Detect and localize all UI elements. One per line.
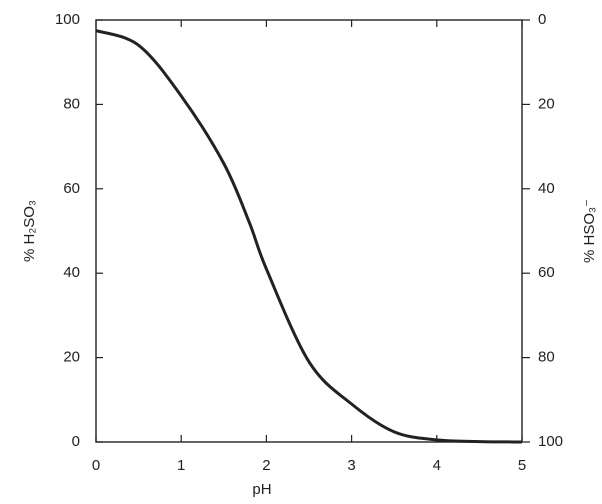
- y-tick-label: 20: [63, 349, 80, 366]
- y2-axis-label: % HSO₃⁻: [581, 199, 598, 263]
- data-line: [95, 29, 523, 444]
- y-axis-label: % H₂SO₃: [21, 200, 38, 262]
- x-tick-label: 2: [262, 457, 270, 474]
- y2-tick-label: 60: [538, 264, 555, 281]
- x-tick-label: 3: [347, 457, 355, 474]
- y2-tick-label: 20: [538, 95, 555, 112]
- y-tick-label: 80: [63, 95, 80, 112]
- x-tick-label: 4: [433, 457, 441, 474]
- y2-tick-label: 80: [538, 349, 555, 366]
- plot-frame: [95, 19, 523, 443]
- y-tick-label: 60: [63, 180, 80, 197]
- y-tick-label: 0: [72, 433, 80, 450]
- y-tick-label: 100: [55, 11, 80, 28]
- y2-tick-label: 40: [538, 180, 555, 197]
- y2-tick-label: 0: [538, 11, 546, 28]
- y-tick-label: 40: [63, 264, 80, 281]
- y2-tick-label: 100: [538, 433, 563, 450]
- x-tick-label: 1: [177, 457, 185, 474]
- x-tick-label: 0: [92, 457, 100, 474]
- x-tick-label: 5: [518, 457, 526, 474]
- x-axis-label: pH: [252, 481, 271, 498]
